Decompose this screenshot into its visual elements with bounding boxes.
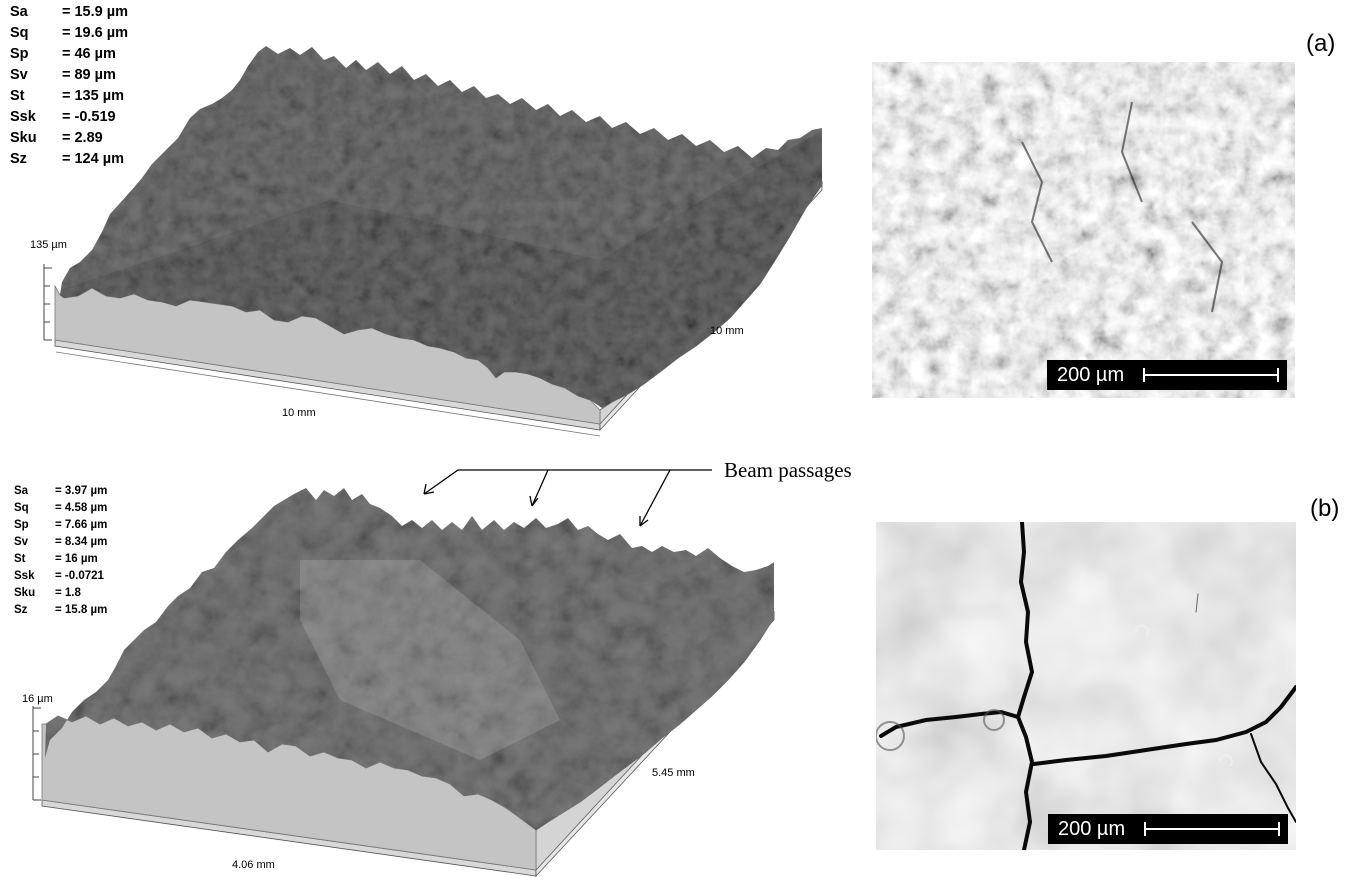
stat-row: Sp = 46 µm [10,46,116,62]
scale-bar-b: 200 µm [1048,814,1288,844]
stat-row: Sku = 2.89 [10,130,103,146]
beam-passage-arrows [423,469,712,527]
panel-label-a: (a) [1306,30,1336,57]
x-axis-label-b: 4.06 mm [232,859,275,871]
stat-row: Sq = 19.6 µm [10,25,128,41]
stat-row: Sv = 89 µm [10,67,116,83]
surface-plot-b: 16 µm 4.06 mm 5.45 mm [22,469,775,878]
stat-row: Sv = 8.34 µm [14,536,108,548]
roughness-stats-b: Sa = 3.97 µm Sq = 4.58 µm Sp = 7.66 µm Sv = … [14,483,107,619]
y-axis-label-b: 5.45 mm [652,767,695,779]
stat-row: Sz = 15.8 µm [14,604,108,616]
scale-bar-a: 200 µm [1047,360,1287,390]
x-axis-label-a: 10 mm [282,407,316,419]
scale-bar-label-a: 200 µm [1057,363,1125,386]
stat-row: Sa = 15.9 µm [10,4,128,20]
stat-row: Sa = 3.97 µm [14,485,108,497]
scale-bar-label-b: 200 µm [1058,817,1126,840]
height-label-b: 16 µm [22,693,53,705]
sem-image-a: 200 µm [872,62,1295,398]
height-label-a: 135 µm [30,239,67,251]
stat-row: Ssk = -0.0721 [14,570,104,582]
stat-row: Sq = 4.58 µm [14,502,108,514]
stat-row: Sku = 1.8 [14,587,81,599]
stat-row: Sz = 124 µm [10,151,124,167]
beam-passages-label: Beam passages [724,458,852,482]
y-axis-label-a: 10 mm [710,325,744,337]
stat-row: Sp = 7.66 µm [14,519,108,531]
stat-row: St = 16 µm [14,553,98,565]
sem-image-b: 200 µm [876,522,1296,850]
stat-row: Ssk = -0.519 [10,109,116,125]
panel-label-b: (b) [1310,495,1340,522]
roughness-stats-a: Sa = 15.9 µm Sq = 19.6 µm Sp = 46 µm Sv = 89… [10,2,128,170]
stat-row: St = 135 µm [10,88,124,104]
surface-plot-a: 135 µm 10 mm 10 mm [30,46,823,437]
